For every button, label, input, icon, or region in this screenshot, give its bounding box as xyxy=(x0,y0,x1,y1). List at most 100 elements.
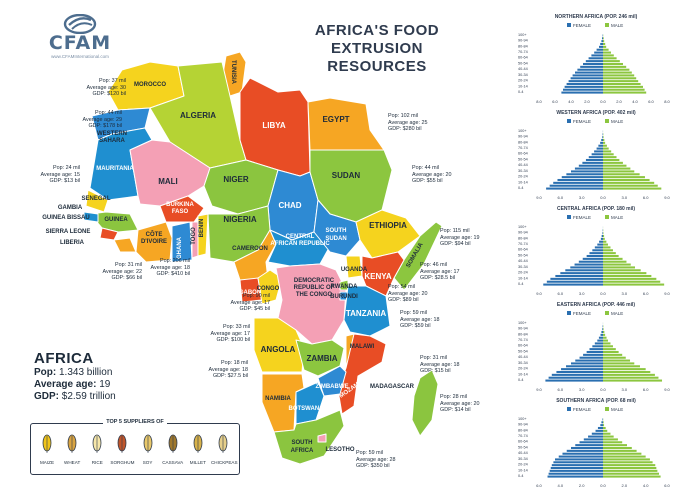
female-bar xyxy=(566,82,603,86)
crop-label: WHEAT xyxy=(64,460,81,465)
male-bar xyxy=(603,237,605,240)
region-benin xyxy=(197,213,209,257)
female-bar xyxy=(591,54,603,57)
stats-sudan: Pop: 44 mil Average age: 20 GDP: $55 bil xyxy=(412,165,482,185)
age-tick-label: 80-84 xyxy=(518,428,528,432)
stat-pop: Pop: 54 mil xyxy=(388,284,415,290)
age-tick-label: 0-4 xyxy=(518,378,524,382)
label-ethiopia: ETHIOPIA xyxy=(369,221,407,230)
legend-female-label: FEMALE xyxy=(573,23,591,28)
stat-age: Average age: 28 xyxy=(356,456,396,463)
stat-age: Average age: 15 xyxy=(40,171,80,178)
stats-tanzania: Pop: 59 mil Average age: 18 GDP: $59 bil xyxy=(400,310,470,330)
suppliers-title: TOP 5 SUPPLIERS OF xyxy=(31,419,239,425)
female-bar xyxy=(549,184,603,187)
female-bar xyxy=(555,458,603,461)
label-kenya: KENYA xyxy=(364,272,391,281)
male-bar xyxy=(603,176,645,179)
crop-label: MILLET xyxy=(189,460,206,465)
stats-mozambique: Pop: 31 mil Average age: 18 GDP: $15 bil xyxy=(420,355,490,375)
male-bar xyxy=(603,330,605,334)
female-bar xyxy=(594,246,603,249)
africa-age-label: Average age: xyxy=(34,379,97,390)
pyramid-western-africa: WESTERN AFRICA (POP. 402 mil) FEMALE MALE… xyxy=(515,110,677,204)
crop-millet: MILLET xyxy=(186,434,210,465)
label-south-sudan-2: SUDAN xyxy=(325,236,346,242)
female-bar xyxy=(550,277,603,280)
pyramid-southern-africa: SOUTHERN AFRICA (POP. 68 mil) FEMALE MALE… xyxy=(515,398,677,492)
crop-label: RICE xyxy=(91,460,103,465)
age-tick-label: 100+ xyxy=(518,225,527,229)
age-tick-label: 50-54 xyxy=(518,445,528,449)
region-south-sudan xyxy=(313,199,361,257)
male-bar xyxy=(603,141,606,144)
stat-gdp: GDP: $350 bil xyxy=(356,463,390,470)
x-tick-label: 6.0 xyxy=(536,483,542,488)
crop-soy: SOY xyxy=(136,434,160,465)
label-tanzania: TANZANIA xyxy=(346,309,387,318)
legend-male-label: MALE xyxy=(611,23,623,28)
male-bar xyxy=(603,336,607,339)
male-bar xyxy=(603,345,613,348)
male-bar xyxy=(603,240,607,243)
female-bar xyxy=(571,170,603,173)
female-bar xyxy=(571,362,603,365)
x-tick-label: 6.0 xyxy=(558,387,564,392)
male-bar xyxy=(603,243,608,246)
male-bar xyxy=(603,170,635,173)
label-sudan: SUDAN xyxy=(332,171,361,180)
male-bar xyxy=(603,475,661,478)
male-bar xyxy=(603,370,651,374)
age-tick-label: 80-84 xyxy=(518,332,528,336)
stat-pop: Pop: 115 mil xyxy=(440,228,470,234)
africa-age-value: 19 xyxy=(99,379,111,390)
label-western-sahara-1: WESTERN xyxy=(97,131,127,137)
pyramid-eastern-africa: EASTERN AFRICA (POP. 446 mil) FEMALE MALE… xyxy=(515,302,677,396)
pyramid-title: WESTERN AFRICA (POP. 402 mil) xyxy=(556,110,636,116)
stat-age: Average age: 17 xyxy=(230,299,270,306)
age-tick-label: 90-94 xyxy=(518,39,528,43)
stat-gdp: GDP: $45 bil xyxy=(239,306,270,313)
male-bar xyxy=(603,362,635,365)
wheat-icon xyxy=(64,434,80,454)
africa-pop-value: 1.343 billion xyxy=(59,367,113,378)
male-bar xyxy=(603,356,626,359)
africa-age: Average age: 19 xyxy=(34,379,234,391)
stats-ethiopia: Pop: 115 mil Average age: 19 GDP: $94 bi… xyxy=(440,228,510,248)
male-bar xyxy=(603,65,627,68)
stats-nigeria: Pop: 206 mil Average age: 18 GDP: $410 b… xyxy=(120,258,190,278)
region-tanzania xyxy=(343,285,391,337)
male-bar xyxy=(603,60,620,63)
label-drc-1: DEMOCRATIC xyxy=(294,278,335,284)
x-tick-label: 9.0 xyxy=(536,195,542,200)
female-bar xyxy=(602,328,603,331)
male-bar xyxy=(603,254,619,258)
age-tick-label: 50-54 xyxy=(518,61,528,65)
male-bar xyxy=(603,373,655,376)
label-botswana: BOTSWANA xyxy=(289,406,325,412)
legend-female-swatch xyxy=(567,215,571,219)
male-bar xyxy=(603,458,650,461)
stat-age: Average age: 20 xyxy=(412,171,452,178)
age-tick-label: 40-44 xyxy=(518,451,528,455)
male-bar xyxy=(603,359,631,362)
stat-gdp: GDP: $178 bil xyxy=(88,123,122,130)
female-bar xyxy=(600,424,603,427)
x-tick-label: 9.0 xyxy=(536,387,542,392)
stat-age: Average age: 19 xyxy=(440,234,480,241)
age-tick-label: 70-74 xyxy=(518,434,528,438)
label-drc-3: THE CONGO xyxy=(296,292,333,298)
female-bar xyxy=(602,37,603,40)
label-benin: BENIN xyxy=(199,219,205,238)
male-bar xyxy=(603,365,640,368)
male-bar xyxy=(603,342,611,345)
male-bar xyxy=(603,40,605,43)
female-bar xyxy=(579,356,603,359)
male-bar xyxy=(603,74,635,77)
female-bar xyxy=(578,164,603,167)
stats-zambia: Pop: 18 mil Average age: 18 GDP: $27.5 b… xyxy=(178,360,248,380)
female-bar xyxy=(600,42,603,46)
label-burkina-2: FASO xyxy=(172,209,189,215)
female-bar xyxy=(551,373,603,376)
